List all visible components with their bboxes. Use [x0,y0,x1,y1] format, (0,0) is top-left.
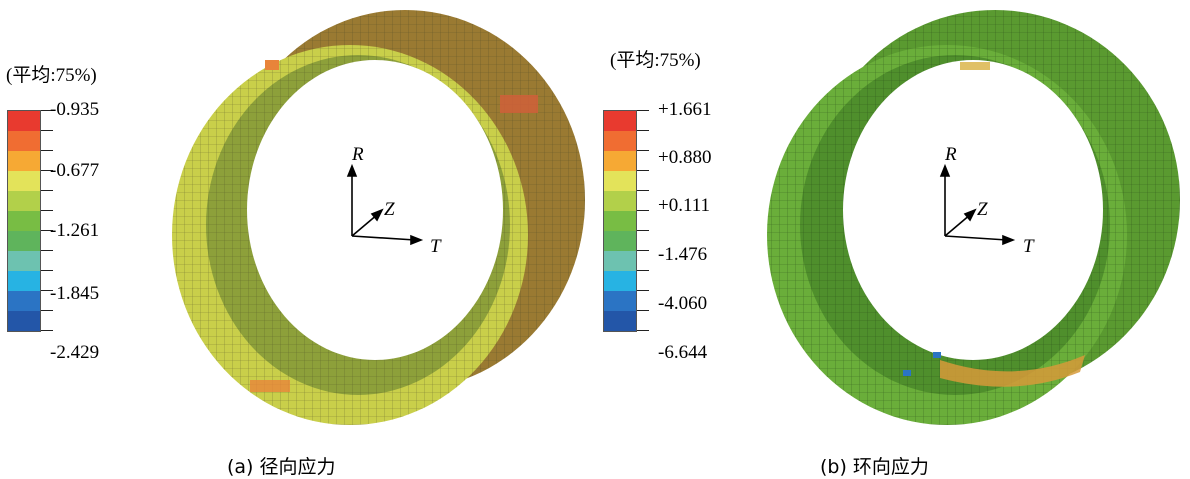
legend-value: +0.111 [658,195,711,216]
legend-tick [41,190,53,191]
legend-value: -1.476 [658,244,708,265]
legend-color-band [604,171,636,191]
legend-color-band [8,151,40,171]
legend-color-band [604,291,636,311]
legend-tick [637,210,649,211]
legend-value: -1.845 [50,283,100,304]
ring-model-radial: R Z T [172,10,585,425]
legend-color-band [604,111,636,131]
legend-color-band [8,211,40,231]
legend-tick [41,210,53,211]
legend-color-band [8,191,40,211]
stress-hotspot [903,370,911,376]
ring-model-hoop: R Z T [767,10,1180,425]
legend-title: (平均:75%) [6,65,97,86]
legend-tick [41,290,53,291]
legend-color-band [8,291,40,311]
axis-label-r: R [944,144,957,165]
stress-hotspot [933,352,941,358]
legend-tick [41,150,53,151]
legend-value: +1.661 [658,99,712,120]
legend-tick [41,130,53,131]
axis-label-z: Z [384,199,395,220]
legend-color-band [604,231,636,251]
legend-value: -0.677 [50,160,100,181]
legend-color-band [8,271,40,291]
stress-hotspot [940,355,1085,387]
legend-value: -4.060 [658,293,708,314]
legend-tick [637,170,649,171]
legend-tick [41,250,53,251]
legend-color-band [604,311,636,331]
coordinate-axes [939,163,1016,246]
stress-hotspot [960,62,990,70]
legend-color-band [604,251,636,271]
coordinate-axes [346,163,424,246]
legend-tick [41,170,53,171]
legend-tick [637,130,649,131]
stress-hotspot [500,95,538,113]
legend-tick [637,110,649,111]
stress-hotspot [265,60,279,70]
color-legend-bar [603,110,637,332]
legend-tick [637,330,649,331]
legend-color-band [604,211,636,231]
legend-tick [637,150,649,151]
panel-radial-stress: (平均:75%) -0.935 -0.677 -1.261 -1.845 -2.… [6,10,585,478]
stress-hotspot [250,380,290,392]
legend-value: +0.880 [658,147,712,168]
legend-value: -6.644 [658,342,708,363]
legend-tick [637,190,649,191]
legend-tick [637,310,649,311]
legend-color-band [8,131,40,151]
legend-tick [41,270,53,271]
legend-color-band [8,111,40,131]
legend-color-band [604,271,636,291]
axis-label-r: R [351,144,364,165]
color-legend-bar [7,110,41,332]
caption: (a) 径向应力 [227,456,336,478]
axis-label-z: Z [977,199,988,220]
legend-color-band [604,151,636,171]
legend-tick [637,250,649,251]
legend-color-band [604,191,636,211]
legend-value: -1.261 [50,220,100,241]
legend-color-band [8,251,40,271]
legend-tick [637,270,649,271]
ring-opening [247,60,503,360]
legend-color-band [8,311,40,331]
axis-label-t: T [430,236,442,257]
legend-title: (平均:75%) [610,50,701,71]
legend-value: -2.429 [50,342,100,363]
legend-tick [41,230,53,231]
legend-color-band [8,171,40,191]
legend-color-band [604,131,636,151]
legend-value: -0.935 [50,99,100,120]
legend-color-band [8,231,40,251]
axis-label-t: T [1023,236,1035,257]
legend-tick [637,290,649,291]
legend-tick [41,310,53,311]
legend-tick [637,230,649,231]
legend-tick [41,330,53,331]
panel-hoop-stress: (平均:75%) +1.661 +0.880 +0.111 -1.476 -4.… [595,0,1190,479]
caption: (b) 环向应力 [820,456,929,478]
legend-tick [41,110,53,111]
